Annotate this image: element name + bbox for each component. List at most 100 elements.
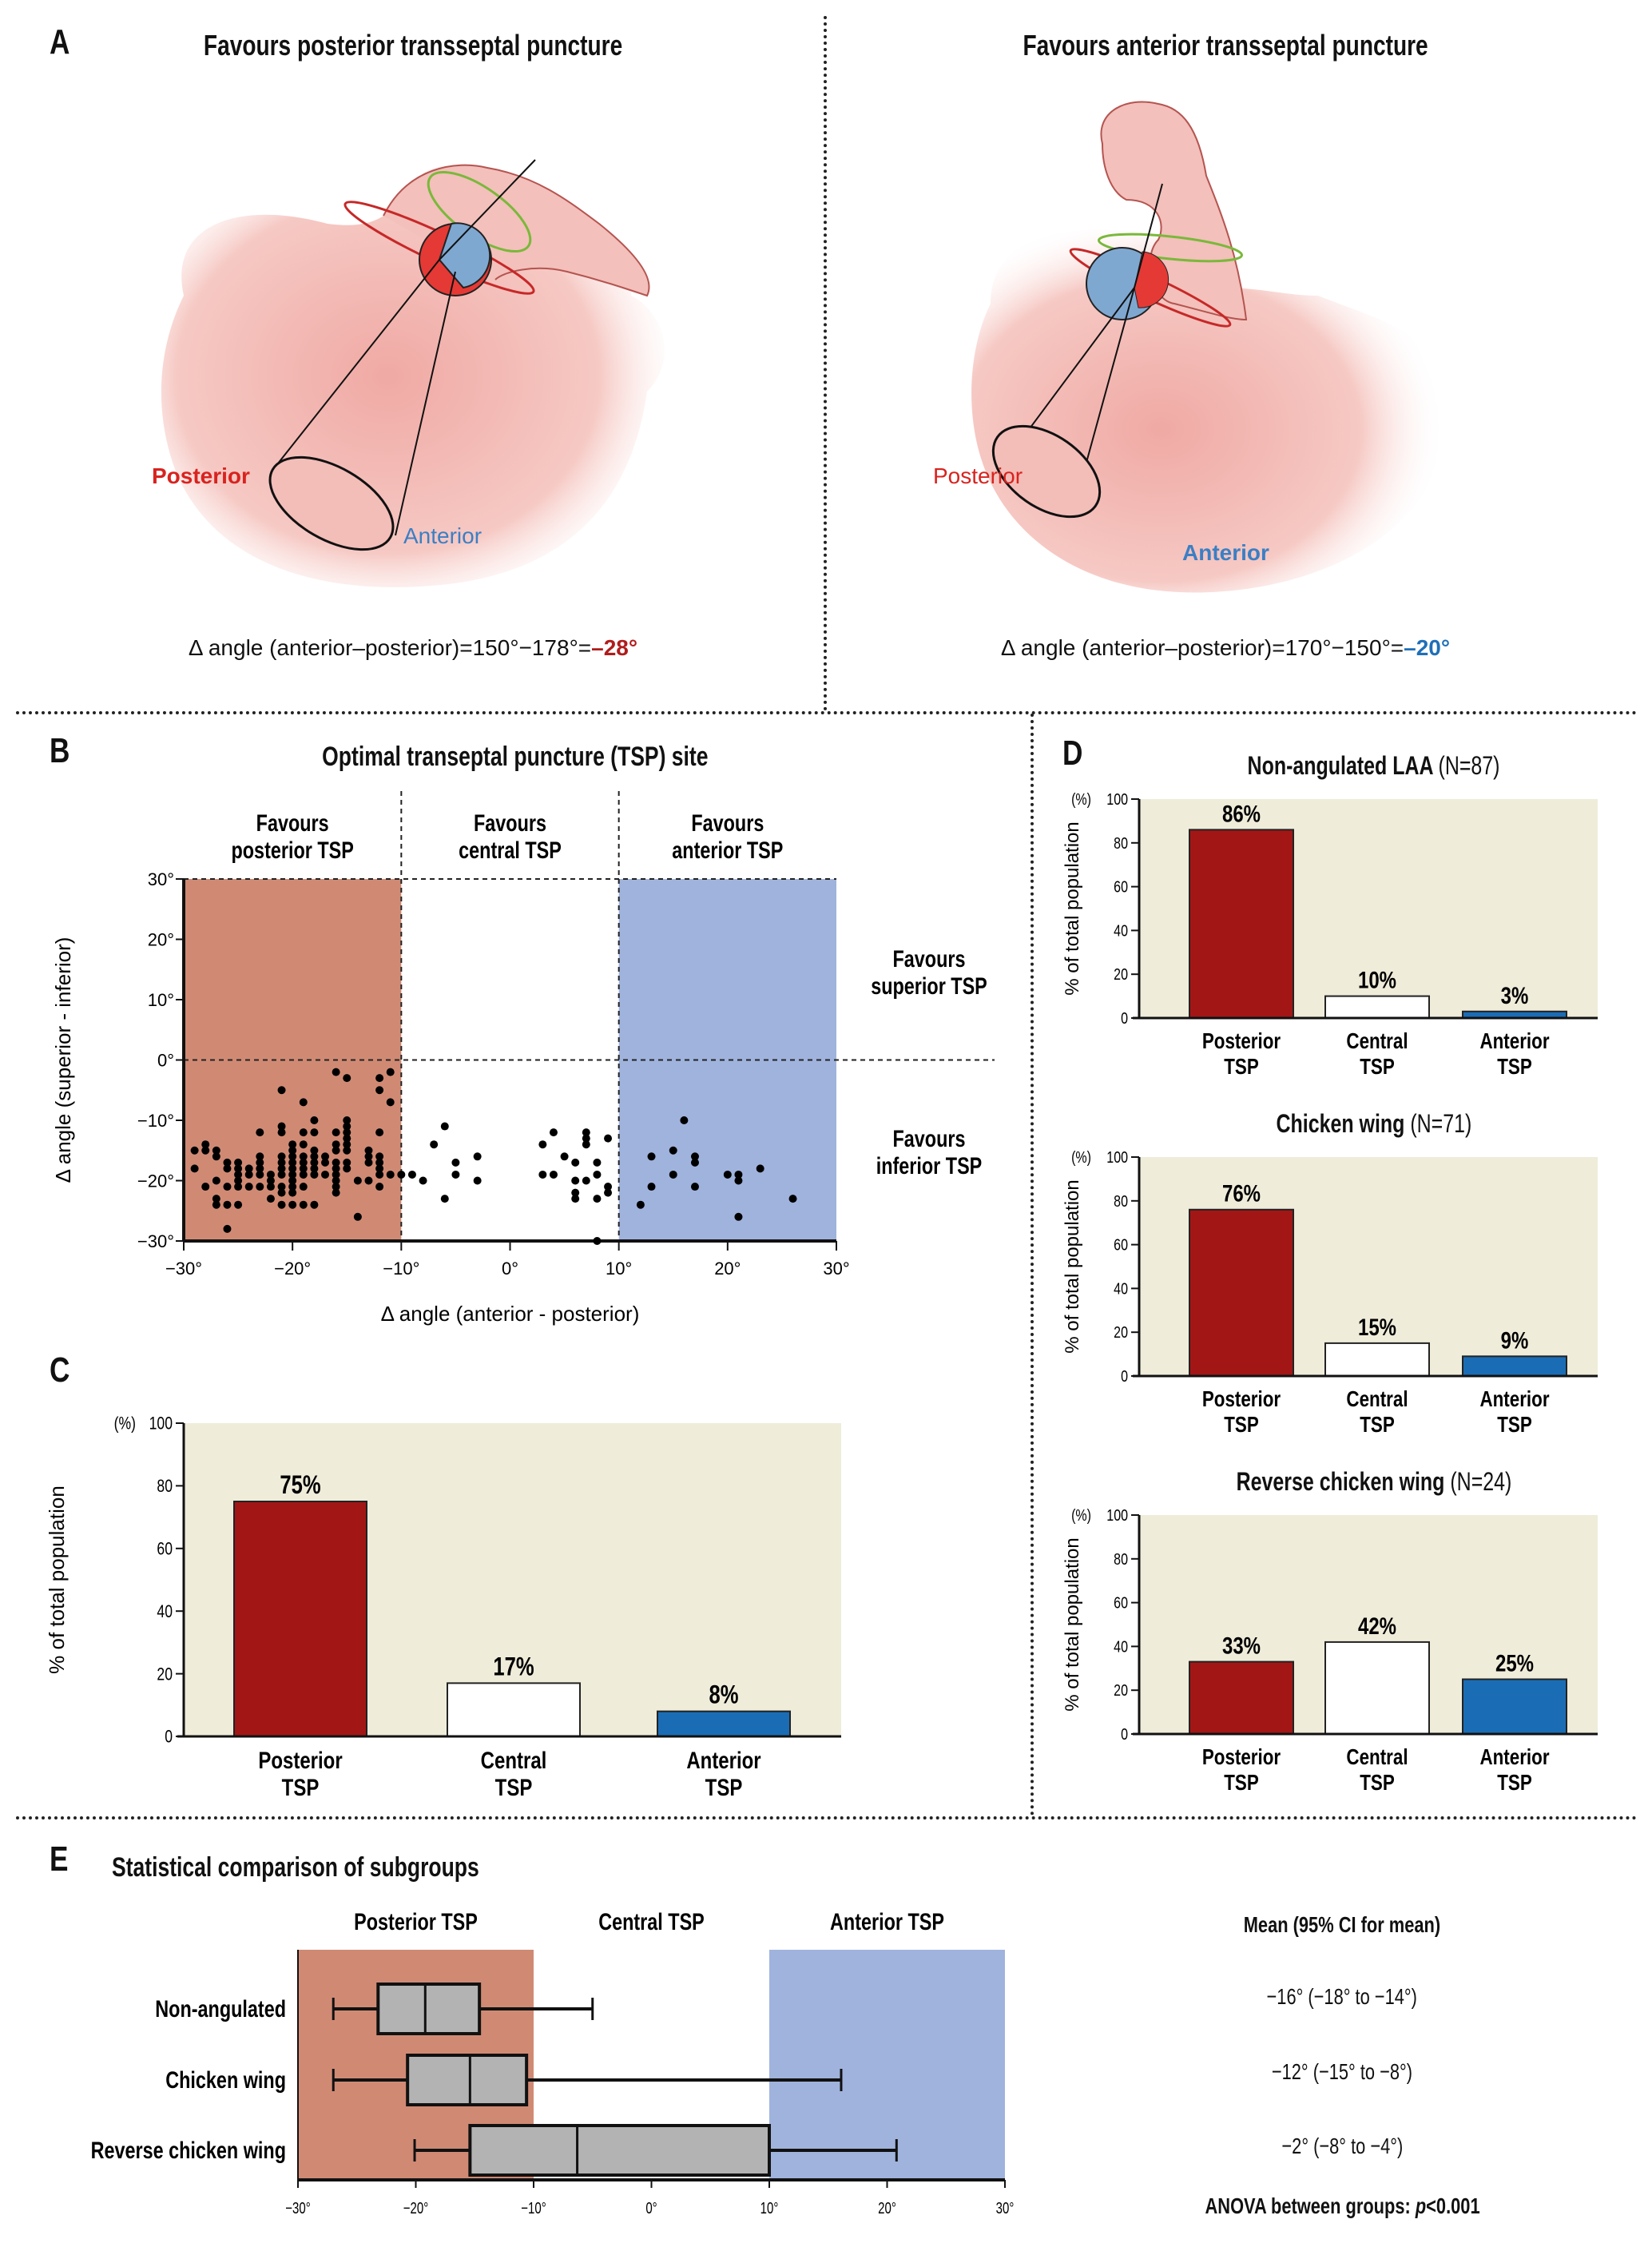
data-point <box>256 1152 264 1161</box>
bar-value-label: 76% <box>1222 1179 1261 1207</box>
cone-base <box>991 424 1102 519</box>
data-point <box>430 1140 439 1149</box>
data-point <box>212 1146 220 1155</box>
data-point <box>277 1200 286 1209</box>
label-anterior-right: Anterior <box>1182 540 1269 565</box>
box-iqr <box>406 2054 529 2106</box>
data-point <box>343 1146 351 1155</box>
data-point <box>407 1170 416 1179</box>
y-tick-label: 100 <box>149 1414 173 1434</box>
y-unit-label: (%) <box>1071 1506 1091 1524</box>
y-tick-label: 20 <box>1114 966 1128 984</box>
bar-value-label: 25% <box>1495 1649 1534 1676</box>
data-point <box>256 1128 264 1137</box>
y-tick-label: 0 <box>1121 1009 1128 1027</box>
y-tick-label: 40 <box>157 1602 173 1621</box>
y-tick-label: 80 <box>1114 1550 1128 1568</box>
equation-right-result: –20° <box>1404 635 1451 660</box>
data-point <box>538 1140 547 1149</box>
x-tick-label: −30° <box>165 1259 202 1279</box>
data-point <box>190 1164 199 1173</box>
label-posterior-left: Posterior <box>152 463 250 488</box>
category-label: Anterior <box>1479 1387 1549 1412</box>
data-point <box>299 1152 308 1161</box>
panel-letter-d: D <box>1062 734 1083 773</box>
angle-arc-anterior <box>438 222 491 289</box>
data-point <box>647 1152 656 1161</box>
data-point <box>288 1146 297 1155</box>
bar-chart-reverse-chicken-wing: 33%PosteriorTSP42%CentralTSP25%AnteriorT… <box>1062 1506 1598 1796</box>
data-point <box>212 1152 220 1161</box>
data-point <box>538 1170 547 1179</box>
data-point <box>234 1176 243 1185</box>
data-point <box>386 1068 395 1076</box>
zone-label-line1: Favours <box>256 809 329 836</box>
data-point <box>201 1183 210 1191</box>
data-point <box>288 1183 297 1191</box>
x-axis-label: Δ angle (anterior - posterior) <box>381 1302 640 1326</box>
category-label: TSP <box>1497 1413 1532 1438</box>
category-label: TSP <box>495 1773 533 1800</box>
data-point <box>690 1158 699 1167</box>
angle-arc-posterior <box>1134 251 1170 308</box>
data-point <box>299 1140 308 1149</box>
data-point <box>364 1158 373 1167</box>
group-label: Chicken wing <box>165 2066 286 2093</box>
data-point <box>473 1176 482 1185</box>
data-point <box>288 1200 297 1209</box>
data-point <box>451 1170 460 1179</box>
anova-result: ANOVA between groups: p<0.001 <box>1205 2193 1480 2218</box>
category-label: Central <box>1346 1387 1408 1412</box>
category-label: TSP <box>1224 1771 1259 1796</box>
box-iqr <box>468 2124 771 2177</box>
y-tick-label: 100 <box>1106 790 1128 808</box>
y-tick-label: 80 <box>1114 1192 1128 1210</box>
y-tick-label: 40 <box>1114 1280 1128 1298</box>
x-tick-label: −20° <box>274 1259 311 1279</box>
equation-right: Δ angle (anterior–posterior)=170°−150°=–… <box>1000 635 1451 660</box>
data-point <box>256 1170 264 1179</box>
y-tick-label: 60 <box>1114 878 1128 896</box>
data-point <box>582 1134 590 1143</box>
data-point <box>321 1158 330 1167</box>
axis-line <box>439 159 536 260</box>
data-point <box>212 1200 220 1209</box>
panel-letter-a: A <box>50 22 70 62</box>
panel-letter-b: B <box>50 731 70 770</box>
appendage-shape <box>383 164 650 297</box>
bar-posterior-tsp <box>1189 1208 1294 1378</box>
box-iqr <box>376 1983 482 2035</box>
bar-chart-overall: 75%PosteriorTSP17%CentralTSP8%AnteriorTS… <box>45 1414 841 1801</box>
data-point <box>343 1158 351 1167</box>
data-point <box>223 1164 232 1173</box>
chart-d2-title: Chicken wing (N=71) <box>1276 1109 1472 1138</box>
data-point <box>234 1200 243 1209</box>
x-tick-label: 20° <box>714 1259 741 1279</box>
data-point <box>353 1212 362 1221</box>
data-point <box>288 1188 297 1197</box>
data-point <box>647 1183 656 1191</box>
data-point <box>223 1158 232 1167</box>
x-tick-label: −30° <box>285 2199 310 2217</box>
data-point <box>604 1188 613 1197</box>
bar-posterior-tsp <box>1189 1660 1294 1735</box>
data-point <box>288 1176 297 1185</box>
bar-chart-chicken-wing: 76%PosteriorTSP15%CentralTSP9%AnteriorTS… <box>1062 1148 1598 1438</box>
data-point <box>332 1068 340 1076</box>
bar-value-label: 86% <box>1222 800 1261 827</box>
category-label: Central <box>1346 1745 1408 1770</box>
zone-label: Posterior TSP <box>354 1908 478 1935</box>
data-point <box>201 1146 210 1155</box>
y-tick-label: 60 <box>157 1540 173 1559</box>
data-point <box>288 1152 297 1161</box>
data-point <box>560 1152 569 1161</box>
data-point <box>212 1195 220 1203</box>
data-point <box>343 1134 351 1143</box>
data-point <box>332 1176 340 1185</box>
x-tick-label: 10° <box>760 2199 779 2217</box>
data-point <box>288 1164 297 1173</box>
data-point <box>571 1188 580 1197</box>
data-point <box>756 1164 764 1173</box>
data-point <box>690 1152 699 1161</box>
data-point <box>310 1128 319 1137</box>
